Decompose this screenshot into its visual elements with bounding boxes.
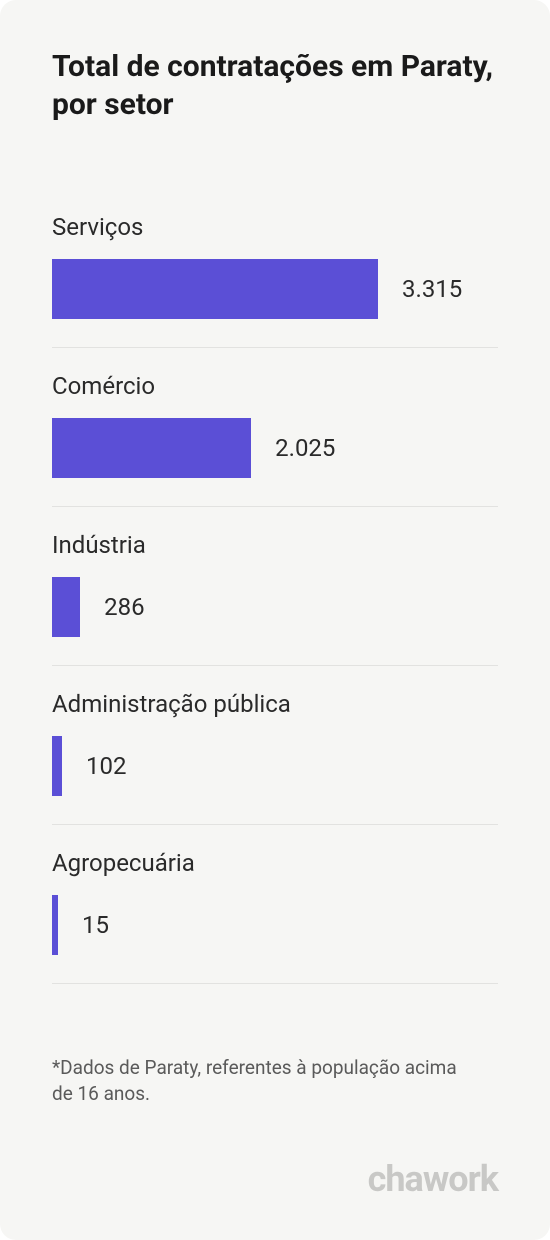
bar-row: Administração pública 102: [52, 690, 498, 825]
chart-card: Total de contratações em Paraty, por set…: [0, 0, 550, 1240]
bar-wrap: 2.025: [52, 418, 498, 478]
brand-logo: chawork: [52, 1158, 498, 1200]
bar-value: 102: [86, 752, 126, 780]
bar-value: 286: [104, 593, 144, 621]
bar-wrap: 3.315: [52, 259, 498, 319]
bar-row: Serviços 3.315: [52, 213, 498, 348]
chart-title: Total de contratações em Paraty, por set…: [52, 48, 498, 123]
bar-label: Indústria: [52, 531, 498, 559]
bar-label: Serviços: [52, 213, 498, 241]
bar-value: 3.315: [402, 275, 462, 303]
bar-rows: Serviços 3.315 Comércio 2.025 Indústria …: [52, 213, 498, 1037]
bar-value: 15: [82, 911, 109, 939]
bar-wrap: 102: [52, 736, 498, 796]
bar-wrap: 15: [52, 895, 498, 955]
bar-value: 2.025: [275, 434, 335, 462]
bar-row: Comércio 2.025: [52, 372, 498, 507]
bar-label: Agropecuária: [52, 849, 498, 877]
bar-row: Agropecuária 15: [52, 849, 498, 984]
bar: [52, 895, 58, 955]
chart-footnote: *Dados de Paraty, referentes à população…: [52, 1055, 472, 1108]
bar: [52, 577, 80, 637]
bar: [52, 418, 251, 478]
bar: [52, 736, 62, 796]
bar-wrap: 286: [52, 577, 498, 637]
bar: [52, 259, 378, 319]
bar-label: Administração pública: [52, 690, 498, 718]
bar-label: Comércio: [52, 372, 498, 400]
bar-row: Indústria 286: [52, 531, 498, 666]
